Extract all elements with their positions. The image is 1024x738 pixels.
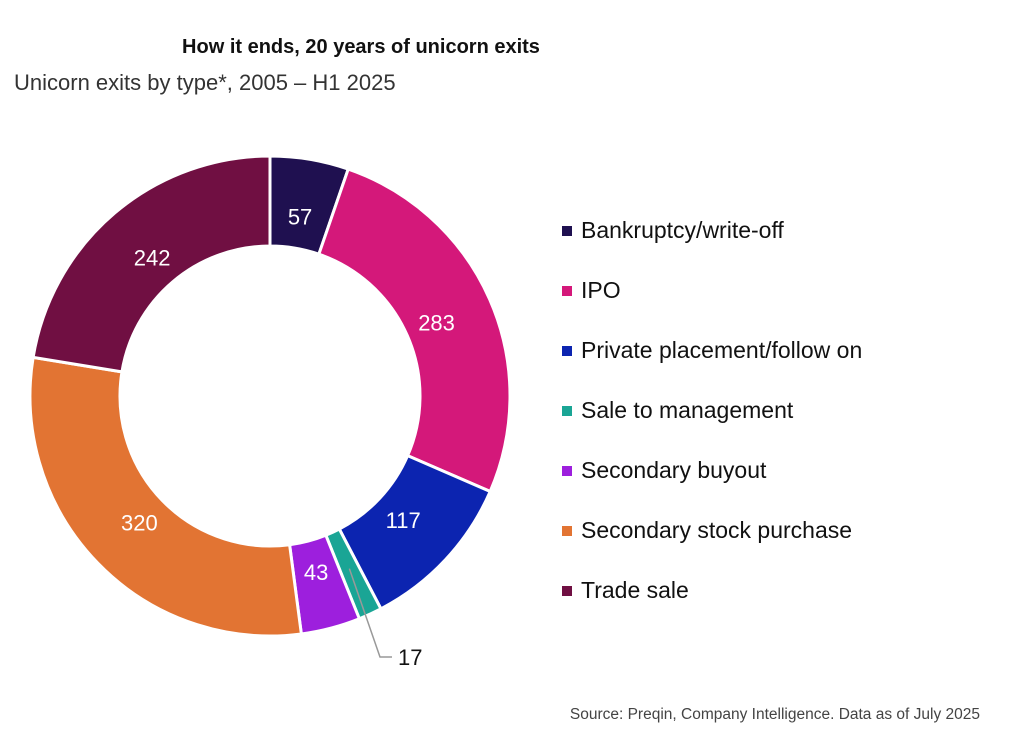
legend-label: IPO [581, 276, 621, 303]
legend-swatch [562, 406, 572, 416]
legend-swatch [562, 586, 572, 596]
legend-label: Bankruptcy/write-off [581, 216, 784, 243]
legend-swatch [562, 526, 572, 536]
source-note: Source: Preqin, Company Intelligence. Da… [569, 706, 980, 723]
legend-item: Secondary buyout [562, 440, 862, 500]
chart-title: How it ends, 20 years of unicorn exits [182, 36, 540, 58]
legend-item: Secondary stock purchase [562, 500, 862, 560]
leader-line [348, 568, 392, 658]
chart-subtitle: Unicorn exits by type*, 2005 – H1 2025 [14, 70, 396, 95]
data-label: 283 [418, 311, 455, 336]
legend-swatch [562, 286, 572, 296]
data-label: 17 [398, 645, 422, 670]
legend-item: Bankruptcy/write-off [562, 200, 862, 260]
legend-label: Private placement/follow on [581, 336, 863, 363]
donut-chart: 57 283 117 17 43 320 242 [28, 154, 512, 670]
slice-ipo [316, 167, 512, 494]
legend-item: IPO [562, 260, 862, 320]
legend-swatch [562, 226, 572, 236]
data-label: 117 [386, 508, 421, 533]
legend-swatch [562, 346, 572, 356]
legend-item: Sale to management [562, 380, 862, 440]
data-label: 242 [134, 245, 171, 270]
data-label: 57 [288, 205, 312, 230]
legend-label: Trade sale [581, 576, 689, 603]
legend-label: Secondary buyout [581, 456, 767, 483]
slice-trade-sale [31, 154, 272, 374]
data-label: 43 [304, 560, 328, 585]
legend-item: Trade sale [562, 560, 862, 620]
legend-item: Private placement/follow on [562, 320, 862, 380]
slice-secondary-stock-purchase [28, 355, 304, 638]
legend-label: Sale to management [581, 396, 794, 423]
legend: Bankruptcy/write-off IPO Private placement… [562, 200, 862, 620]
legend-label: Secondary stock purchase [581, 516, 853, 543]
legend-swatch [562, 466, 572, 476]
data-label: 320 [121, 511, 158, 536]
